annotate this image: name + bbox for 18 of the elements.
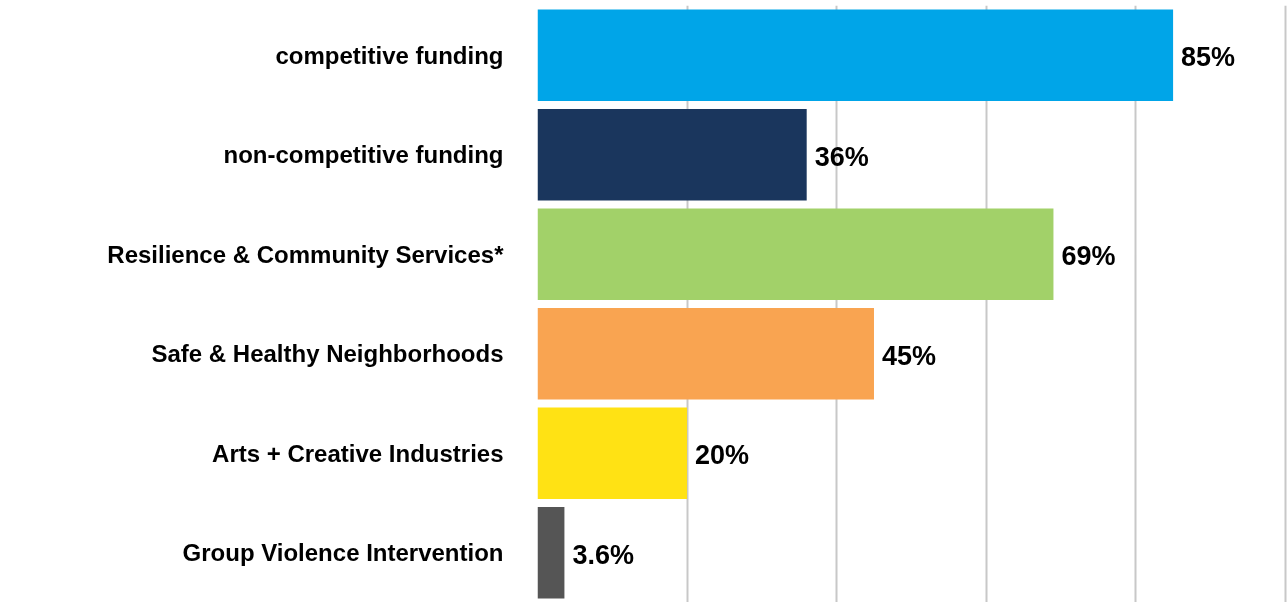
data-label: 45% bbox=[881, 340, 937, 371]
y-tick-label: Safe & Healthy Neighborhoods bbox=[151, 340, 504, 368]
y-tick-label: Arts + Creative Industries bbox=[212, 439, 504, 467]
bar bbox=[537, 9, 1174, 102]
bar bbox=[537, 108, 807, 201]
bar bbox=[537, 208, 1054, 301]
data-label: 3.6% bbox=[572, 539, 634, 570]
y-tick-label: competitive funding bbox=[275, 41, 504, 69]
data-label: 85% bbox=[1181, 42, 1236, 73]
data-label: 69% bbox=[1061, 241, 1116, 272]
y-tick-label: non-competitive funding bbox=[223, 141, 504, 169]
bar bbox=[537, 307, 874, 400]
data-label: 20% bbox=[695, 440, 750, 471]
y-tick-label: Resilience & Community Services* bbox=[107, 240, 505, 268]
bar bbox=[537, 407, 688, 500]
y-tick-label: Group Violence Intervention bbox=[182, 539, 504, 567]
data-label: 36% bbox=[814, 141, 869, 172]
bar bbox=[537, 506, 565, 599]
